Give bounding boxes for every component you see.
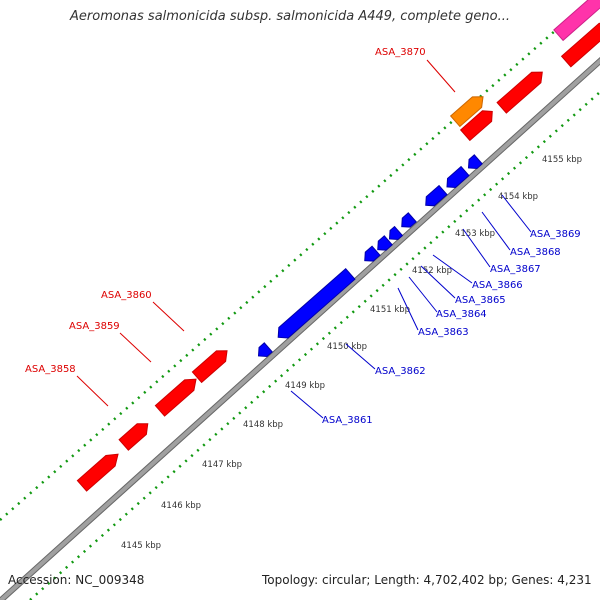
gene-label-asa-3866[interactable]: ASA_3866 (472, 280, 523, 291)
gene-feature-asa-3866[interactable] (398, 212, 417, 231)
scale-label-4148: 4148 kbp (243, 420, 283, 430)
genome-summary-text: Topology: circular; Length: 4,702,402 bp… (262, 573, 592, 587)
scale-label-4147: 4147 kbp (202, 460, 242, 470)
gene-feature-asa-3865[interactable] (386, 225, 404, 244)
gene-feature-asa-3870-b[interactable] (459, 106, 497, 142)
scale-label-4151: 4151 kbp (370, 305, 410, 315)
genome-backbone (0, 58, 600, 600)
leader-line-asa-3870 (426, 59, 456, 93)
leader-line-asa-3859 (119, 332, 152, 363)
gene-label-asa-3868[interactable]: ASA_3868 (510, 247, 561, 258)
gene-feature-asa-3858[interactable] (76, 449, 122, 492)
gene-feature-asa-3859[interactable] (118, 419, 152, 451)
gene-feature-asa-3862[interactable] (274, 268, 356, 343)
gene-label-asa-3869[interactable]: ASA_3869 (530, 229, 581, 240)
scale-label-4149: 4149 kbp (285, 381, 325, 391)
leader-line-asa-3865 (420, 265, 456, 299)
gene-feature-asa-3863[interactable] (361, 245, 381, 265)
genome-title: Aeromonas salmonicida subsp. salmonicida… (70, 9, 510, 24)
leader-line-asa-3862 (345, 343, 376, 370)
gene-feature-asa-3860-b[interactable] (191, 346, 231, 384)
leader-line-asa-3860 (152, 301, 185, 332)
gene-feature-asa-3871[interactable] (496, 67, 547, 114)
gene-feature-asa-3861[interactable] (255, 342, 273, 361)
scale-label-4155: 4155 kbp (542, 155, 582, 165)
gene-label-asa-3867[interactable]: ASA_3867 (490, 264, 541, 275)
leader-line-asa-3867 (462, 228, 491, 268)
gene-label-asa-3870[interactable]: ASA_3870 (375, 47, 426, 58)
leader-line-asa-3861 (290, 390, 324, 419)
leader-line-asa-3869 (501, 194, 532, 233)
scale-label-4153: 4153 kbp (455, 229, 495, 239)
accession-text: Accession: NC_009348 (8, 573, 145, 587)
leader-line-asa-3864 (408, 276, 438, 313)
leader-line-asa-3868 (481, 211, 511, 251)
gene-feature-asa-3869[interactable] (465, 154, 483, 173)
gene-label-asa-3864[interactable]: ASA_3864 (436, 309, 487, 320)
gene-label-asa-3860[interactable]: ASA_3860 (101, 290, 152, 301)
gene-label-asa-3865[interactable]: ASA_3865 (455, 295, 506, 306)
outer-tick-track (0, 0, 591, 521)
leader-line-asa-3866 (432, 254, 473, 284)
gene-label-asa-3862[interactable]: ASA_3862 (375, 366, 426, 377)
gene-feature-asa-3870[interactable] (449, 92, 488, 128)
gene-label-asa-3863[interactable]: ASA_3863 (418, 327, 469, 338)
scale-label-4154: 4154 kbp (498, 192, 538, 202)
gene-label-asa-3861[interactable]: ASA_3861 (322, 415, 373, 426)
inner-tick-track (29, 91, 600, 600)
scale-label-4150: 4150 kbp (327, 342, 367, 352)
gene-feature-asa-3860-a[interactable] (154, 374, 200, 417)
leader-line-asa-3858 (76, 375, 109, 407)
gene-label-asa-3859[interactable]: ASA_3859 (69, 321, 120, 332)
gene-feature-asa-3867[interactable] (422, 184, 448, 210)
gene-feature-edge-red[interactable] (560, 20, 600, 68)
gene-feature-asa-3864[interactable] (374, 235, 393, 254)
scale-label-4152: 4152 kbp (412, 266, 452, 276)
scale-label-4145: 4145 kbp (121, 541, 161, 551)
gene-feature-asa-3868[interactable] (443, 165, 470, 192)
gene-label-asa-3858[interactable]: ASA_3858 (25, 364, 76, 375)
leader-line-asa-3863 (397, 287, 419, 331)
gene-feature-edge-pink[interactable] (553, 0, 600, 42)
scale-label-4146: 4146 kbp (161, 501, 201, 511)
